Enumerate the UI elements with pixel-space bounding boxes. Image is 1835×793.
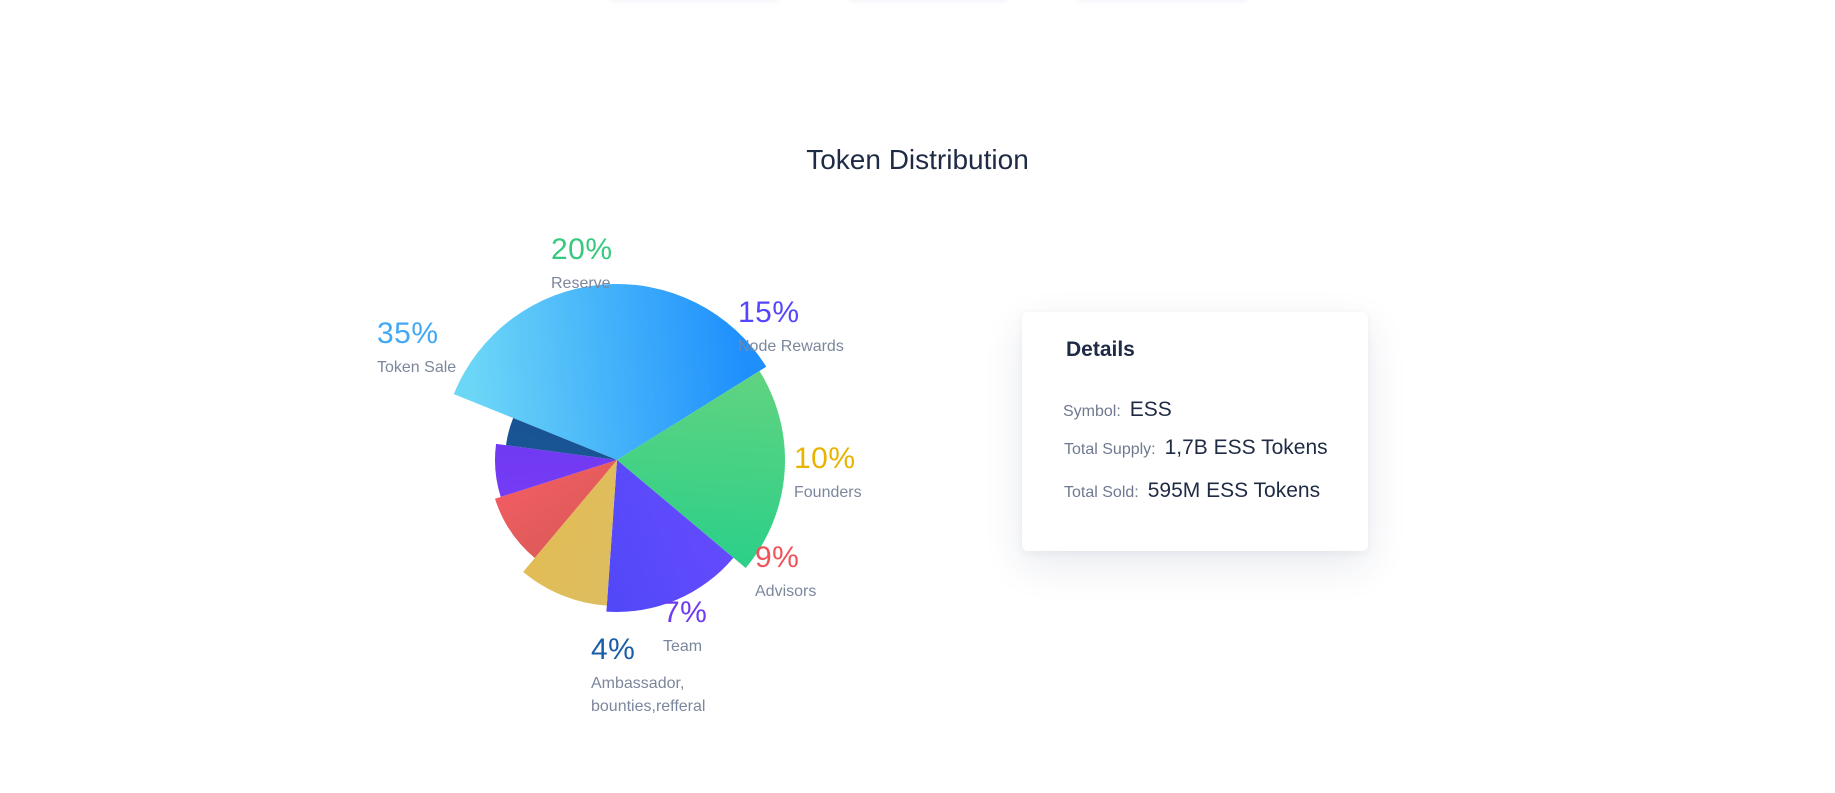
pie-slice-founders (523, 460, 617, 606)
slice-name: Founders (794, 484, 862, 501)
slice-percent: 4% (591, 633, 636, 666)
detail-row-symbol: Symbol: ESS (1063, 398, 1172, 422)
slice-label-reserve: 20% Reserve (551, 235, 613, 295)
slice-percent: 35% (377, 317, 439, 350)
slice-percent: 20% (551, 233, 613, 266)
detail-key: Total Supply: (1064, 441, 1156, 458)
pie-slice-team (494, 443, 617, 497)
pie-slice-ambassador (505, 418, 617, 460)
slice-percent: 7% (663, 596, 708, 629)
pie-slice-node (606, 460, 734, 612)
slice-label-team: 7% Team (663, 598, 707, 658)
pie-slice-reserve (617, 370, 786, 568)
details-card: Details Symbol: ESS Total Supply: 1,7B E… (1022, 312, 1368, 551)
detail-key: Symbol: (1063, 403, 1121, 420)
slice-percent: 9% (755, 541, 800, 574)
slice-percent: 10% (794, 442, 856, 475)
slice-name: Team (663, 638, 703, 655)
slice-label-node-rewards: 15% Node Rewards (738, 298, 844, 358)
slice-label-ambassador: 4% Ambassador, bounties,refferal (591, 635, 705, 718)
details-title: Details (1066, 338, 1135, 361)
detail-key: Total Sold: (1064, 484, 1139, 501)
slice-label-advisors: 9% Advisors (755, 543, 816, 603)
detail-row-total-sold: Total Sold: 595M ESS Tokens (1064, 479, 1320, 503)
detail-row-total-supply: Total Supply: 1,7B ESS Tokens (1064, 436, 1328, 460)
section-title: Token Distribution (806, 144, 1029, 175)
top-fade-shape (610, 0, 780, 2)
slice-name: Reserve (551, 275, 611, 292)
slice-percent: 15% (738, 296, 800, 329)
top-fade-shape (848, 0, 1008, 2)
pie-slice-token (453, 283, 767, 460)
detail-value: 1,7B ESS Tokens (1164, 436, 1328, 459)
slice-name: Ambassador, bounties,refferal (591, 675, 706, 715)
top-fade-shape (1078, 0, 1248, 2)
slice-label-token-sale: 35% Token Sale (377, 319, 456, 379)
slice-label-founders: 10% Founders (794, 444, 862, 504)
pie-slice-advisors (494, 460, 617, 559)
slice-name: Node Rewards (738, 338, 844, 355)
detail-value: 595M ESS Tokens (1147, 479, 1321, 502)
detail-value: ESS (1129, 398, 1172, 421)
slice-name: Advisors (755, 583, 817, 600)
slice-name: Token Sale (377, 359, 457, 376)
